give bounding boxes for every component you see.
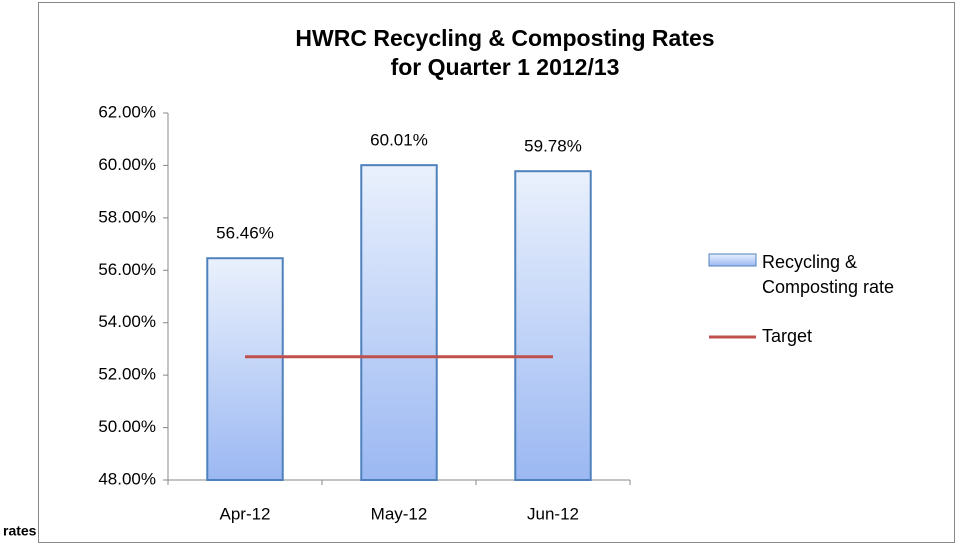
bar: [360, 164, 438, 481]
x-tick-label: May-12: [371, 504, 428, 523]
legend-swatch-bar: [708, 253, 757, 267]
chart-title: HWRC Recycling & Composting Rates: [295, 25, 714, 51]
y-tick-label: 52.00%: [98, 365, 156, 384]
legend-label: Target: [762, 326, 813, 346]
data-label: 56.46%: [216, 224, 274, 243]
x-tick-label: Apr-12: [219, 504, 270, 523]
bar: [206, 257, 284, 481]
data-label: 59.78%: [524, 137, 582, 156]
y-tick-label: 58.00%: [98, 207, 156, 226]
y-tick-label: 62.00%: [98, 102, 156, 121]
y-tick-label: 54.00%: [98, 312, 156, 331]
chart-frame: [38, 2, 955, 543]
x-tick-label: Jun-12: [527, 504, 579, 523]
bar: [514, 170, 592, 481]
data-label: 60.01%: [370, 131, 428, 150]
y-tick-label: 50.00%: [98, 417, 156, 436]
side-label: rates: [3, 523, 37, 539]
y-tick-label: 48.00%: [98, 469, 156, 488]
chart-subtitle: for Quarter 1 2012/13: [391, 54, 620, 80]
legend-label: Recycling & Composting rate: [762, 252, 895, 297]
y-tick-label: 56.00%: [98, 260, 156, 279]
y-tick-label: 60.00%: [98, 155, 156, 174]
